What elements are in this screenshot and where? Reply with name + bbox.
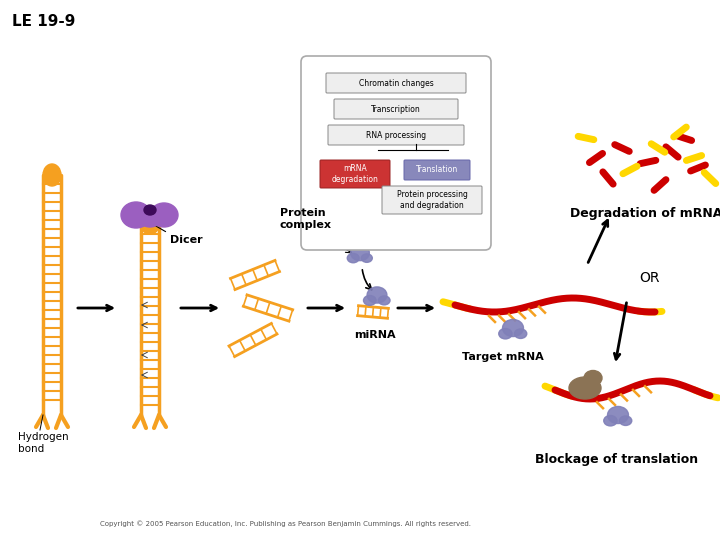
FancyBboxPatch shape — [320, 160, 390, 188]
Text: Target mRNA: Target mRNA — [462, 352, 544, 362]
Ellipse shape — [141, 216, 159, 234]
Ellipse shape — [361, 254, 372, 262]
Ellipse shape — [499, 328, 512, 339]
Ellipse shape — [584, 370, 602, 386]
Ellipse shape — [43, 164, 61, 186]
Text: Hydrogen
bond: Hydrogen bond — [18, 432, 68, 454]
Text: Blockage of translation: Blockage of translation — [536, 453, 698, 466]
Text: RNA processing: RNA processing — [366, 131, 426, 139]
FancyBboxPatch shape — [404, 160, 470, 180]
Ellipse shape — [608, 407, 629, 423]
FancyBboxPatch shape — [382, 186, 482, 214]
Ellipse shape — [121, 202, 151, 228]
Text: miRNA: miRNA — [354, 330, 396, 340]
Text: Degradation of mRNA: Degradation of mRNA — [570, 207, 720, 220]
Text: Protein
complex: Protein complex — [280, 208, 332, 230]
Ellipse shape — [569, 377, 601, 399]
Text: LE 19-9: LE 19-9 — [12, 14, 76, 29]
FancyBboxPatch shape — [334, 99, 458, 119]
Ellipse shape — [144, 205, 156, 215]
Ellipse shape — [367, 287, 387, 303]
Ellipse shape — [364, 295, 376, 305]
FancyBboxPatch shape — [301, 56, 491, 250]
Text: Copyright © 2005 Pearson Education, Inc. Publishing as Pearson Benjamin Cummings: Copyright © 2005 Pearson Education, Inc.… — [100, 521, 471, 527]
Ellipse shape — [150, 203, 178, 227]
Text: Chromatin changes: Chromatin changes — [359, 78, 433, 87]
Text: Translation: Translation — [416, 165, 458, 174]
Ellipse shape — [514, 329, 527, 339]
Text: OR: OR — [640, 271, 660, 285]
Ellipse shape — [619, 416, 631, 426]
Ellipse shape — [351, 245, 369, 261]
Ellipse shape — [503, 320, 523, 336]
Ellipse shape — [347, 253, 359, 263]
Text: Protein processing
and degradation: Protein processing and degradation — [397, 190, 467, 210]
Ellipse shape — [604, 415, 617, 426]
FancyBboxPatch shape — [328, 125, 464, 145]
Text: Transcription: Transcription — [371, 105, 421, 113]
FancyBboxPatch shape — [326, 73, 466, 93]
Ellipse shape — [138, 207, 162, 227]
Ellipse shape — [378, 296, 390, 305]
Text: Dicer: Dicer — [170, 235, 202, 245]
Text: mRNA
degradation: mRNA degradation — [332, 164, 379, 184]
